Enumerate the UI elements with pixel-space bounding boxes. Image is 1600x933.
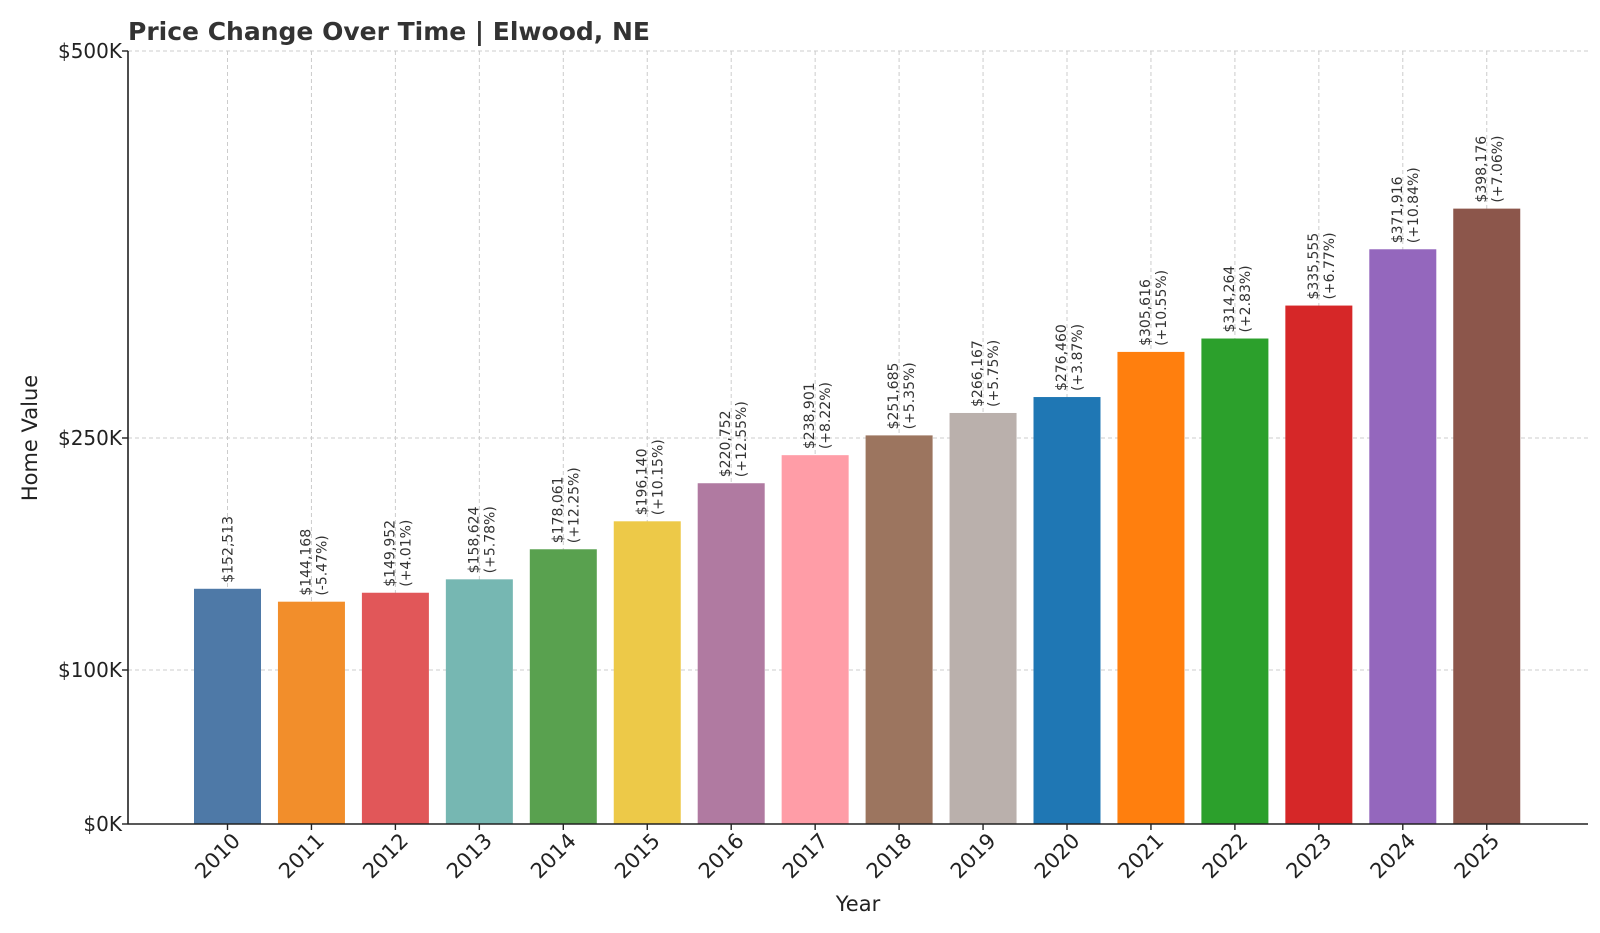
data-label-value: $178,061 (550, 476, 566, 543)
x-tick-label: 2012 (358, 829, 413, 884)
data-label-value: $144,168 (298, 529, 314, 596)
x-tick-label: 2022 (1198, 829, 1253, 884)
data-label-value: $251,685 (886, 363, 902, 430)
data-label-change: (+10.55%) (1154, 270, 1170, 346)
data-label-value: $158,624 (466, 506, 482, 573)
data-label-value: $398,176 (1474, 136, 1490, 203)
x-tick-label: 2016 (694, 829, 749, 884)
bar (1117, 351, 1185, 824)
x-axis-label: Year (835, 892, 881, 916)
data-label: $314,264(+2.83%) (1222, 265, 1254, 332)
data-label: $144,168(-5.47%) (298, 529, 330, 596)
x-tick-label: 2011 (274, 829, 329, 884)
data-label: $196,140(+10.15%) (634, 439, 666, 515)
y-tick-label: $250K (58, 426, 123, 450)
bar (781, 455, 849, 824)
data-label: $152,513 (221, 516, 237, 583)
bar-layer (194, 208, 1521, 825)
data-label-value: $305,616 (1138, 279, 1154, 346)
x-tick-label: 2014 (526, 829, 581, 884)
data-label: $371,916(+10.84%) (1390, 167, 1422, 243)
data-label-layer: $152,513 $144,168(-5.47%) $149,952(+4.01%)… (221, 135, 1506, 595)
data-label: $149,952(+4.01%) (382, 520, 414, 587)
data-label-change: (+5.75%) (986, 340, 1002, 407)
data-label: $276,460(+3.87%) (1054, 324, 1086, 391)
y-axis-label: Home Value (18, 375, 42, 501)
x-tick-label: 2021 (1114, 829, 1169, 884)
bar (1369, 249, 1437, 824)
data-label: $266,167(+5.75%) (970, 340, 1002, 407)
data-label: $178,061(+12.25%) (550, 467, 582, 543)
x-tick-label: 2025 (1450, 829, 1505, 884)
bar (194, 588, 261, 824)
bar (697, 483, 765, 824)
bar (1285, 305, 1353, 824)
data-label: $251,685(+5.35%) (886, 362, 918, 429)
bar (1033, 397, 1101, 824)
bar (1453, 208, 1521, 825)
data-label: $335,555(+6.77%) (1306, 232, 1338, 299)
data-label-value: $314,264 (1222, 266, 1238, 333)
x-tick-label: 2024 (1366, 829, 1421, 884)
bar (1201, 338, 1269, 824)
x-tick-label: 2020 (1030, 829, 1085, 884)
data-label-value: $335,555 (1306, 233, 1322, 300)
bar (949, 412, 1017, 824)
data-label-value: $149,952 (382, 520, 398, 587)
data-label-change: (+4.01%) (398, 520, 414, 587)
data-label-value: $266,167 (970, 340, 986, 407)
data-label-change: (+10.84%) (1406, 167, 1422, 243)
data-label-change: (+10.15%) (650, 439, 666, 515)
bar (529, 549, 597, 824)
data-label-change: (-5.47%) (314, 535, 330, 595)
data-label-change: (+5.35%) (902, 362, 918, 429)
data-label: $398,176(+7.06%) (1474, 135, 1506, 202)
x-tick-label: 2013 (442, 829, 497, 884)
data-label-value: $152,513 (221, 516, 237, 583)
data-label-change: (+6.77%) (1322, 232, 1338, 299)
data-label: $238,901(+8.22%) (802, 382, 834, 449)
bar (445, 579, 513, 824)
bar (277, 601, 345, 824)
y-tick-label: $0K (83, 812, 122, 836)
grid-layer (128, 50, 1588, 824)
data-label-value: $276,460 (1054, 324, 1070, 391)
y-tick-label: $100K (58, 658, 123, 682)
data-label-change: (+12.25%) (566, 467, 582, 543)
data-label-change: (+5.78%) (482, 506, 498, 573)
bar (613, 521, 681, 824)
data-label-change: (+8.22%) (818, 382, 834, 449)
data-label-change: (+12.55%) (734, 401, 750, 477)
x-tick-label: 2017 (778, 829, 833, 884)
data-label-change: (+3.87%) (1070, 324, 1086, 391)
data-label: $158,624(+5.78%) (466, 506, 498, 573)
chart-title: Price Change Over Time | Elwood, NE (128, 17, 650, 46)
x-tick-label: 2010 (190, 829, 245, 884)
data-label-value: $196,140 (634, 448, 650, 515)
x-tick-label: 2019 (946, 829, 1001, 884)
x-tick-label: 2023 (1282, 829, 1337, 884)
data-label: $305,616(+10.55%) (1138, 270, 1170, 346)
data-label-change: (+2.83%) (1238, 265, 1254, 332)
bar (361, 592, 429, 824)
x-tick-label: 2015 (610, 829, 665, 884)
data-label-change: (+7.06%) (1490, 135, 1506, 202)
bar (865, 435, 933, 824)
data-label: $220,752(+12.55%) (718, 401, 750, 477)
y-tick-label: $500K (58, 39, 123, 63)
x-tick-label: 2018 (862, 829, 917, 884)
data-label-value: $220,752 (718, 410, 734, 477)
data-label-value: $371,916 (1390, 176, 1406, 243)
data-label-value: $238,901 (802, 382, 818, 449)
